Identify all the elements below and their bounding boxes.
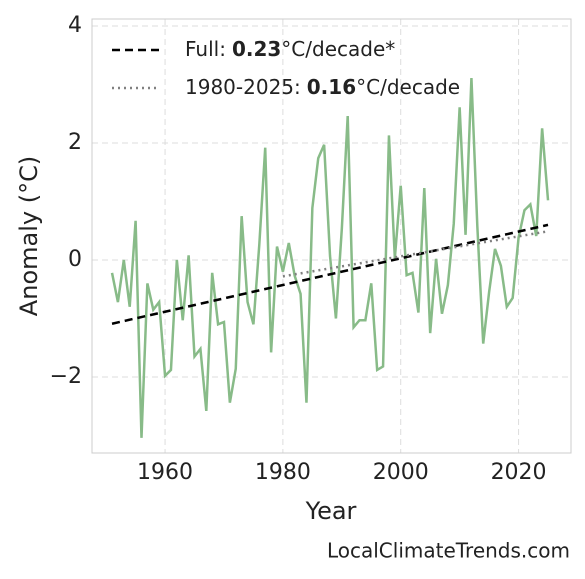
y-tick-label: 0	[68, 247, 82, 272]
y-axis-label: Anomaly (°C)	[15, 156, 43, 316]
legend-text-part: 1980-2025:	[185, 75, 301, 99]
legend-text-part: °C/decade	[356, 75, 460, 99]
y-tick-label: 4	[68, 13, 82, 38]
trend-line	[282, 230, 549, 278]
x-tick-label: 2020	[491, 460, 547, 485]
y-tick-label: 2	[68, 130, 82, 155]
legend-label: Full: 0.23°C/decade*	[185, 37, 395, 61]
y-tick-label: −2	[50, 364, 82, 389]
x-tick-label: 1960	[137, 460, 193, 485]
legend-text-part: 0.16	[307, 75, 356, 99]
plot-frame	[91, 18, 572, 454]
footer: LocalClimateTrends.com	[327, 539, 570, 563]
legend-label: 1980-2025: 0.16°C/decade	[185, 75, 460, 99]
legend-text-part: 0.23	[232, 37, 281, 61]
data-line	[110, 78, 550, 438]
legend-text-part: Full:	[185, 37, 226, 61]
x-tick-label: 1980	[255, 460, 311, 485]
legend-text-part: °C/decade*	[281, 37, 395, 61]
trend-line	[111, 223, 549, 325]
x-axis-label: Year	[305, 497, 357, 525]
x-tick-label: 2000	[373, 460, 429, 485]
